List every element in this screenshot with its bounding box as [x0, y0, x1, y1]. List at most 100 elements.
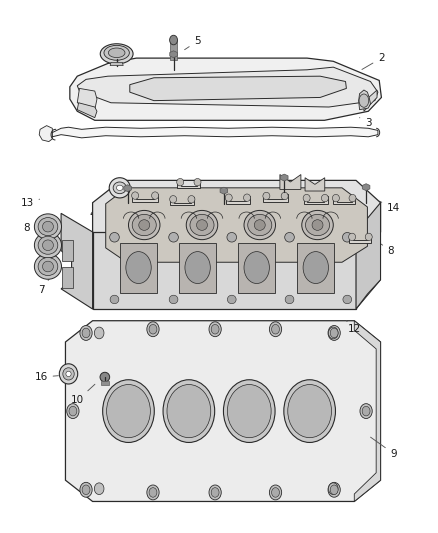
Polygon shape: [280, 174, 287, 181]
Ellipse shape: [301, 211, 332, 240]
Ellipse shape: [187, 196, 194, 203]
Ellipse shape: [80, 326, 92, 341]
Ellipse shape: [138, 220, 149, 230]
Ellipse shape: [302, 195, 309, 202]
Polygon shape: [52, 127, 377, 138]
Text: 8: 8: [106, 226, 124, 250]
Ellipse shape: [80, 482, 92, 497]
Text: 11: 11: [178, 219, 192, 233]
Polygon shape: [101, 381, 109, 384]
Ellipse shape: [271, 488, 279, 497]
Ellipse shape: [321, 195, 328, 202]
Polygon shape: [303, 196, 327, 204]
Ellipse shape: [42, 240, 53, 251]
Ellipse shape: [104, 45, 129, 60]
Ellipse shape: [285, 295, 293, 304]
Polygon shape: [92, 280, 380, 309]
Ellipse shape: [305, 214, 329, 236]
Ellipse shape: [283, 379, 335, 442]
Ellipse shape: [287, 384, 331, 438]
Ellipse shape: [271, 325, 279, 334]
Ellipse shape: [169, 295, 177, 304]
Ellipse shape: [116, 185, 123, 190]
Ellipse shape: [226, 232, 236, 242]
Polygon shape: [61, 213, 92, 309]
Polygon shape: [170, 51, 177, 58]
Ellipse shape: [329, 328, 337, 338]
Text: 14: 14: [379, 201, 399, 213]
Ellipse shape: [177, 179, 183, 186]
Polygon shape: [238, 243, 275, 293]
Ellipse shape: [284, 232, 293, 242]
Ellipse shape: [67, 403, 79, 418]
Ellipse shape: [59, 364, 78, 384]
Text: 12: 12: [346, 321, 360, 334]
Ellipse shape: [149, 325, 156, 334]
Ellipse shape: [100, 44, 133, 64]
Ellipse shape: [208, 485, 221, 500]
Ellipse shape: [106, 384, 150, 438]
Ellipse shape: [109, 177, 130, 198]
Ellipse shape: [102, 379, 154, 442]
Ellipse shape: [147, 322, 159, 337]
Text: 2: 2: [361, 53, 384, 69]
Polygon shape: [39, 126, 52, 142]
Polygon shape: [297, 243, 333, 293]
Ellipse shape: [100, 372, 110, 382]
Ellipse shape: [186, 211, 217, 240]
Text: 7: 7: [38, 278, 49, 295]
Ellipse shape: [243, 194, 250, 201]
Ellipse shape: [269, 322, 281, 337]
Polygon shape: [170, 197, 194, 205]
Polygon shape: [304, 177, 324, 191]
Text: 8: 8: [23, 223, 39, 233]
Ellipse shape: [184, 252, 210, 284]
Polygon shape: [92, 180, 380, 252]
Ellipse shape: [227, 295, 236, 304]
Ellipse shape: [227, 384, 271, 438]
Polygon shape: [363, 90, 376, 111]
Ellipse shape: [196, 220, 207, 230]
Ellipse shape: [342, 295, 351, 304]
Ellipse shape: [131, 192, 138, 199]
Text: 15: 15: [292, 213, 306, 229]
Ellipse shape: [364, 233, 371, 240]
Polygon shape: [77, 67, 377, 107]
Text: 16: 16: [34, 372, 58, 382]
Ellipse shape: [168, 232, 178, 242]
Ellipse shape: [311, 220, 322, 230]
Ellipse shape: [342, 232, 351, 242]
Ellipse shape: [34, 232, 61, 258]
Ellipse shape: [151, 192, 158, 199]
Ellipse shape: [329, 485, 337, 495]
Ellipse shape: [169, 35, 177, 45]
Ellipse shape: [42, 221, 53, 232]
Ellipse shape: [147, 485, 159, 500]
Text: 4: 4: [89, 196, 104, 220]
Text: 8: 8: [211, 228, 223, 244]
Ellipse shape: [149, 488, 156, 497]
Polygon shape: [132, 193, 158, 201]
Ellipse shape: [225, 194, 232, 201]
Ellipse shape: [244, 252, 269, 284]
Ellipse shape: [63, 368, 74, 380]
Ellipse shape: [358, 94, 368, 107]
Ellipse shape: [332, 195, 339, 202]
Text: 10: 10: [71, 384, 95, 406]
Ellipse shape: [94, 483, 104, 495]
Polygon shape: [65, 321, 380, 502]
Ellipse shape: [244, 211, 275, 240]
Ellipse shape: [42, 261, 53, 272]
Ellipse shape: [327, 482, 339, 497]
Ellipse shape: [194, 179, 201, 186]
Ellipse shape: [110, 295, 119, 304]
Ellipse shape: [254, 220, 265, 230]
Polygon shape: [124, 185, 131, 192]
Ellipse shape: [269, 485, 281, 500]
Text: 8: 8: [378, 243, 393, 255]
Ellipse shape: [108, 48, 125, 58]
Polygon shape: [358, 90, 370, 110]
Polygon shape: [355, 203, 380, 309]
Ellipse shape: [38, 257, 58, 276]
Ellipse shape: [302, 252, 328, 284]
